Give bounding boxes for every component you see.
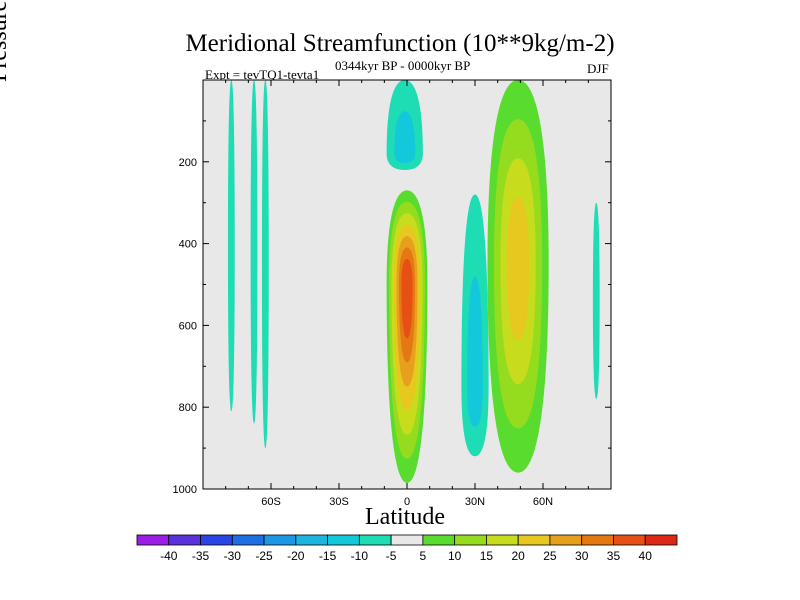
experiment-label: Expt = tevTQ1-tevta1 — [205, 67, 320, 82]
colorbar-box — [517, 534, 551, 546]
x-tick-label: 60N — [533, 496, 553, 508]
period-label: 0344kyr BP - 0000kyr BP — [335, 58, 471, 73]
contour-level — [592, 202, 600, 400]
colorbar-label: 15 — [480, 549, 494, 563]
colorbar-label: 5 — [420, 549, 427, 563]
colorbar-label: 30 — [575, 549, 589, 563]
x-axis-label: Latitude — [365, 504, 445, 530]
contour-level — [506, 197, 530, 340]
colorbar-box — [390, 534, 424, 546]
colorbar-label: -20 — [287, 549, 305, 563]
contour-feature-northern-ferrel-positive — [487, 80, 549, 473]
colorbar-box — [613, 534, 646, 546]
y-tick-label: 800 — [179, 402, 197, 414]
contour-level — [261, 80, 269, 449]
colorbar-label: -40 — [160, 549, 178, 563]
y-tick-label: 600 — [179, 320, 197, 332]
colorbar-label: -5 — [386, 549, 397, 563]
colorbar-label: -10 — [351, 549, 369, 563]
season-label: DJF — [587, 61, 609, 76]
colorbar-label: -30 — [224, 549, 242, 563]
y-tick-label: 200 — [179, 157, 197, 169]
contour-feature-tropical-upper-negative — [386, 80, 423, 170]
contour-feature-southern-weak-negative-1 — [227, 80, 235, 412]
y-tick-label: 400 — [179, 239, 197, 251]
y-axis-label: Pressure (in hPa) — [0, 0, 12, 82]
colorbar-label: 25 — [543, 549, 557, 563]
contour-level — [250, 80, 258, 424]
contour-feature-southern-weak-negative-3 — [261, 80, 269, 449]
colorbar-label: -15 — [319, 549, 337, 563]
contour-level — [394, 111, 416, 164]
contour-feature-southern-weak-negative-2 — [250, 80, 258, 424]
x-tick-label: 0 — [404, 496, 410, 508]
colorbar-label: 20 — [511, 549, 525, 563]
colorbar-box — [454, 534, 487, 546]
colorbar-box — [200, 534, 233, 546]
contour-feature-northern-polar-negative — [592, 202, 600, 400]
colorbar-label: -25 — [255, 549, 273, 563]
contour-feature-hadley-cell-core — [386, 190, 428, 483]
colorbar-box — [422, 534, 456, 546]
colorbar-label: 40 — [639, 549, 653, 563]
contour-feature-northern-subtropic-negative — [461, 194, 489, 457]
x-tick-label: 60S — [261, 496, 281, 508]
contour-level — [401, 258, 413, 339]
colorbar-box — [327, 534, 360, 546]
contour-level — [467, 276, 483, 427]
colorbar-box — [295, 534, 328, 546]
chart-title: Meridional Streamfunction (10**9kg/m-2) — [185, 30, 615, 57]
colorbar-box — [581, 534, 614, 546]
colorbar-label: -35 — [192, 549, 210, 563]
colorbar-box — [136, 534, 170, 546]
contour-level — [227, 80, 235, 412]
colorbar-box — [358, 534, 392, 546]
colorbar-box — [168, 534, 201, 546]
colorbar-label: 35 — [607, 549, 621, 563]
colorbar-box — [231, 534, 265, 546]
colorbar-label: 10 — [448, 549, 462, 563]
colorbar-box — [486, 534, 519, 546]
colorbar-box — [263, 534, 297, 546]
colorbar-box — [549, 534, 583, 546]
x-tick-label: 30N — [465, 496, 485, 508]
colorbar-box — [644, 534, 678, 546]
x-tick-label: 30S — [329, 496, 349, 508]
y-tick-label: 1000 — [173, 484, 197, 496]
